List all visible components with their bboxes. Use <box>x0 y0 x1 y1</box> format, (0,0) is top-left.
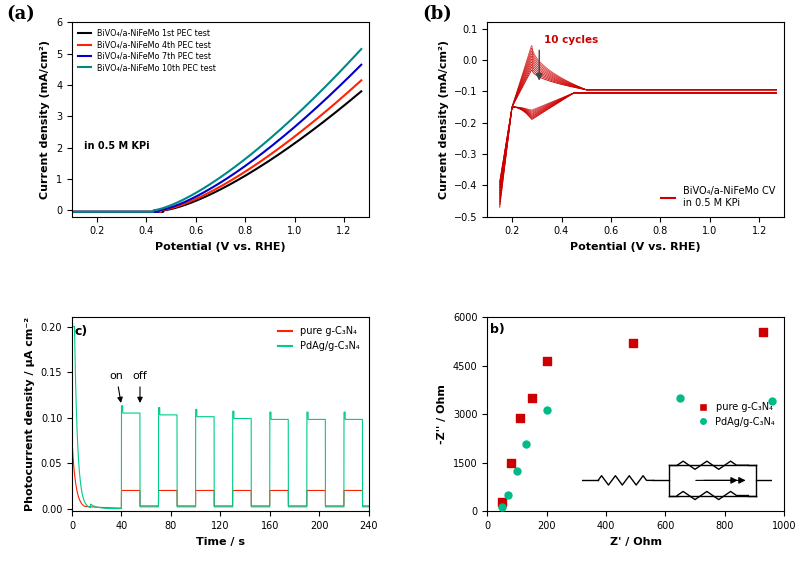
Point <box>674 394 686 403</box>
Point <box>496 497 509 506</box>
Point <box>766 397 778 406</box>
Text: 10 cycles: 10 cycles <box>544 35 598 45</box>
Text: (a): (a) <box>6 4 35 22</box>
Point <box>540 356 553 365</box>
Point <box>514 413 526 422</box>
Point <box>757 328 770 337</box>
X-axis label: Potential (V vs. RHE): Potential (V vs. RHE) <box>570 242 701 252</box>
X-axis label: Z' / Ohm: Z' / Ohm <box>610 537 662 547</box>
Text: (b): (b) <box>422 4 452 22</box>
Y-axis label: Current density (mA/cm²): Current density (mA/cm²) <box>41 40 50 199</box>
Legend: pure g-C₃N₄, PdAg/g-C₃N₄: pure g-C₃N₄, PdAg/g-C₃N₄ <box>274 322 364 355</box>
Y-axis label: Photocurrent density / μA cm⁻²: Photocurrent density / μA cm⁻² <box>26 318 35 511</box>
Legend: BiVO₄/a-NiFeMo 1st PEC test, BiVO₄/a-NiFeMo 4th PEC test, BiVO₄/a-NiFeMo 7th PEC: BiVO₄/a-NiFeMo 1st PEC test, BiVO₄/a-NiF… <box>76 26 218 75</box>
Point <box>496 502 509 511</box>
Point <box>510 466 523 475</box>
Point <box>502 491 514 500</box>
Legend: BiVO₄/a-NiFeMo CV
in 0.5 M KPi: BiVO₄/a-NiFeMo CV in 0.5 M KPi <box>657 182 779 212</box>
Point <box>540 405 553 414</box>
Text: in 0.5 M KPi: in 0.5 M KPi <box>84 140 150 151</box>
Text: on: on <box>110 371 123 402</box>
X-axis label: Time / s: Time / s <box>196 537 245 547</box>
Text: c): c) <box>75 325 88 338</box>
Text: b): b) <box>490 323 505 336</box>
Point <box>526 394 538 403</box>
Point <box>505 459 518 468</box>
Point <box>519 439 532 448</box>
Legend: pure g-C₃N₄, PdAg/g-C₃N₄: pure g-C₃N₄, PdAg/g-C₃N₄ <box>694 398 779 430</box>
Y-axis label: -Z'' / Ohm: -Z'' / Ohm <box>438 384 447 445</box>
X-axis label: Potential (V vs. RHE): Potential (V vs. RHE) <box>155 242 286 252</box>
Text: off: off <box>133 371 147 402</box>
Y-axis label: Current density (mA/cm²): Current density (mA/cm²) <box>438 40 449 199</box>
Point <box>626 339 639 348</box>
